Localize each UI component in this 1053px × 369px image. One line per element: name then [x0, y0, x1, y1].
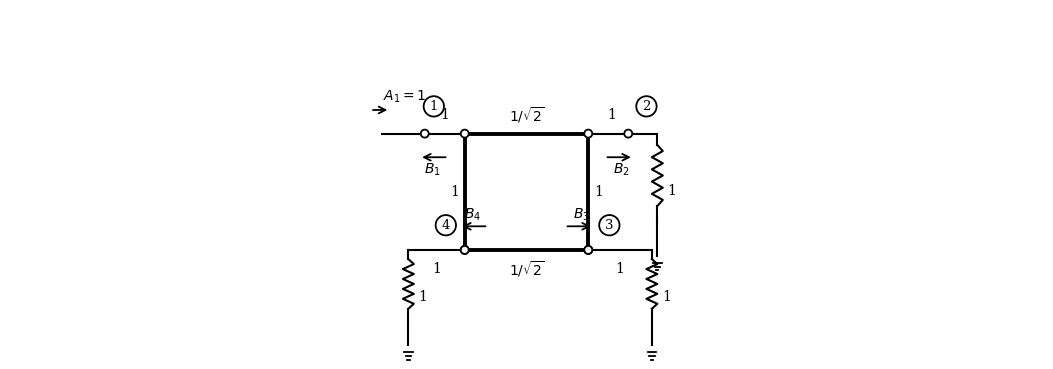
Circle shape [461, 130, 469, 138]
Text: 3: 3 [605, 219, 614, 232]
Text: 1: 1 [432, 262, 441, 276]
Text: 1: 1 [450, 185, 459, 199]
Text: 4: 4 [441, 219, 450, 232]
Text: $B_2$: $B_2$ [613, 162, 630, 178]
Circle shape [584, 130, 592, 138]
Text: $1/\sqrt{2}$: $1/\sqrt{2}$ [509, 105, 544, 125]
Text: $1/\sqrt{2}$: $1/\sqrt{2}$ [509, 259, 544, 279]
Circle shape [584, 246, 592, 254]
Text: 1: 1 [616, 262, 624, 276]
Text: 2: 2 [642, 100, 651, 113]
Text: $A_1 = 1$: $A_1 = 1$ [383, 89, 426, 106]
Text: $B_3$: $B_3$ [573, 206, 590, 223]
Text: 1: 1 [440, 108, 450, 122]
Text: 1: 1 [594, 185, 603, 199]
Circle shape [421, 130, 429, 138]
Text: 1: 1 [668, 184, 676, 198]
Text: 1: 1 [608, 108, 616, 122]
Circle shape [624, 130, 632, 138]
Text: 1: 1 [430, 100, 438, 113]
Circle shape [461, 246, 469, 254]
Text: $B_1$: $B_1$ [424, 162, 441, 178]
Circle shape [584, 246, 592, 254]
Circle shape [461, 246, 469, 254]
Text: $B_4$: $B_4$ [464, 206, 481, 223]
Text: 1: 1 [662, 290, 671, 304]
Text: 1: 1 [418, 290, 428, 304]
